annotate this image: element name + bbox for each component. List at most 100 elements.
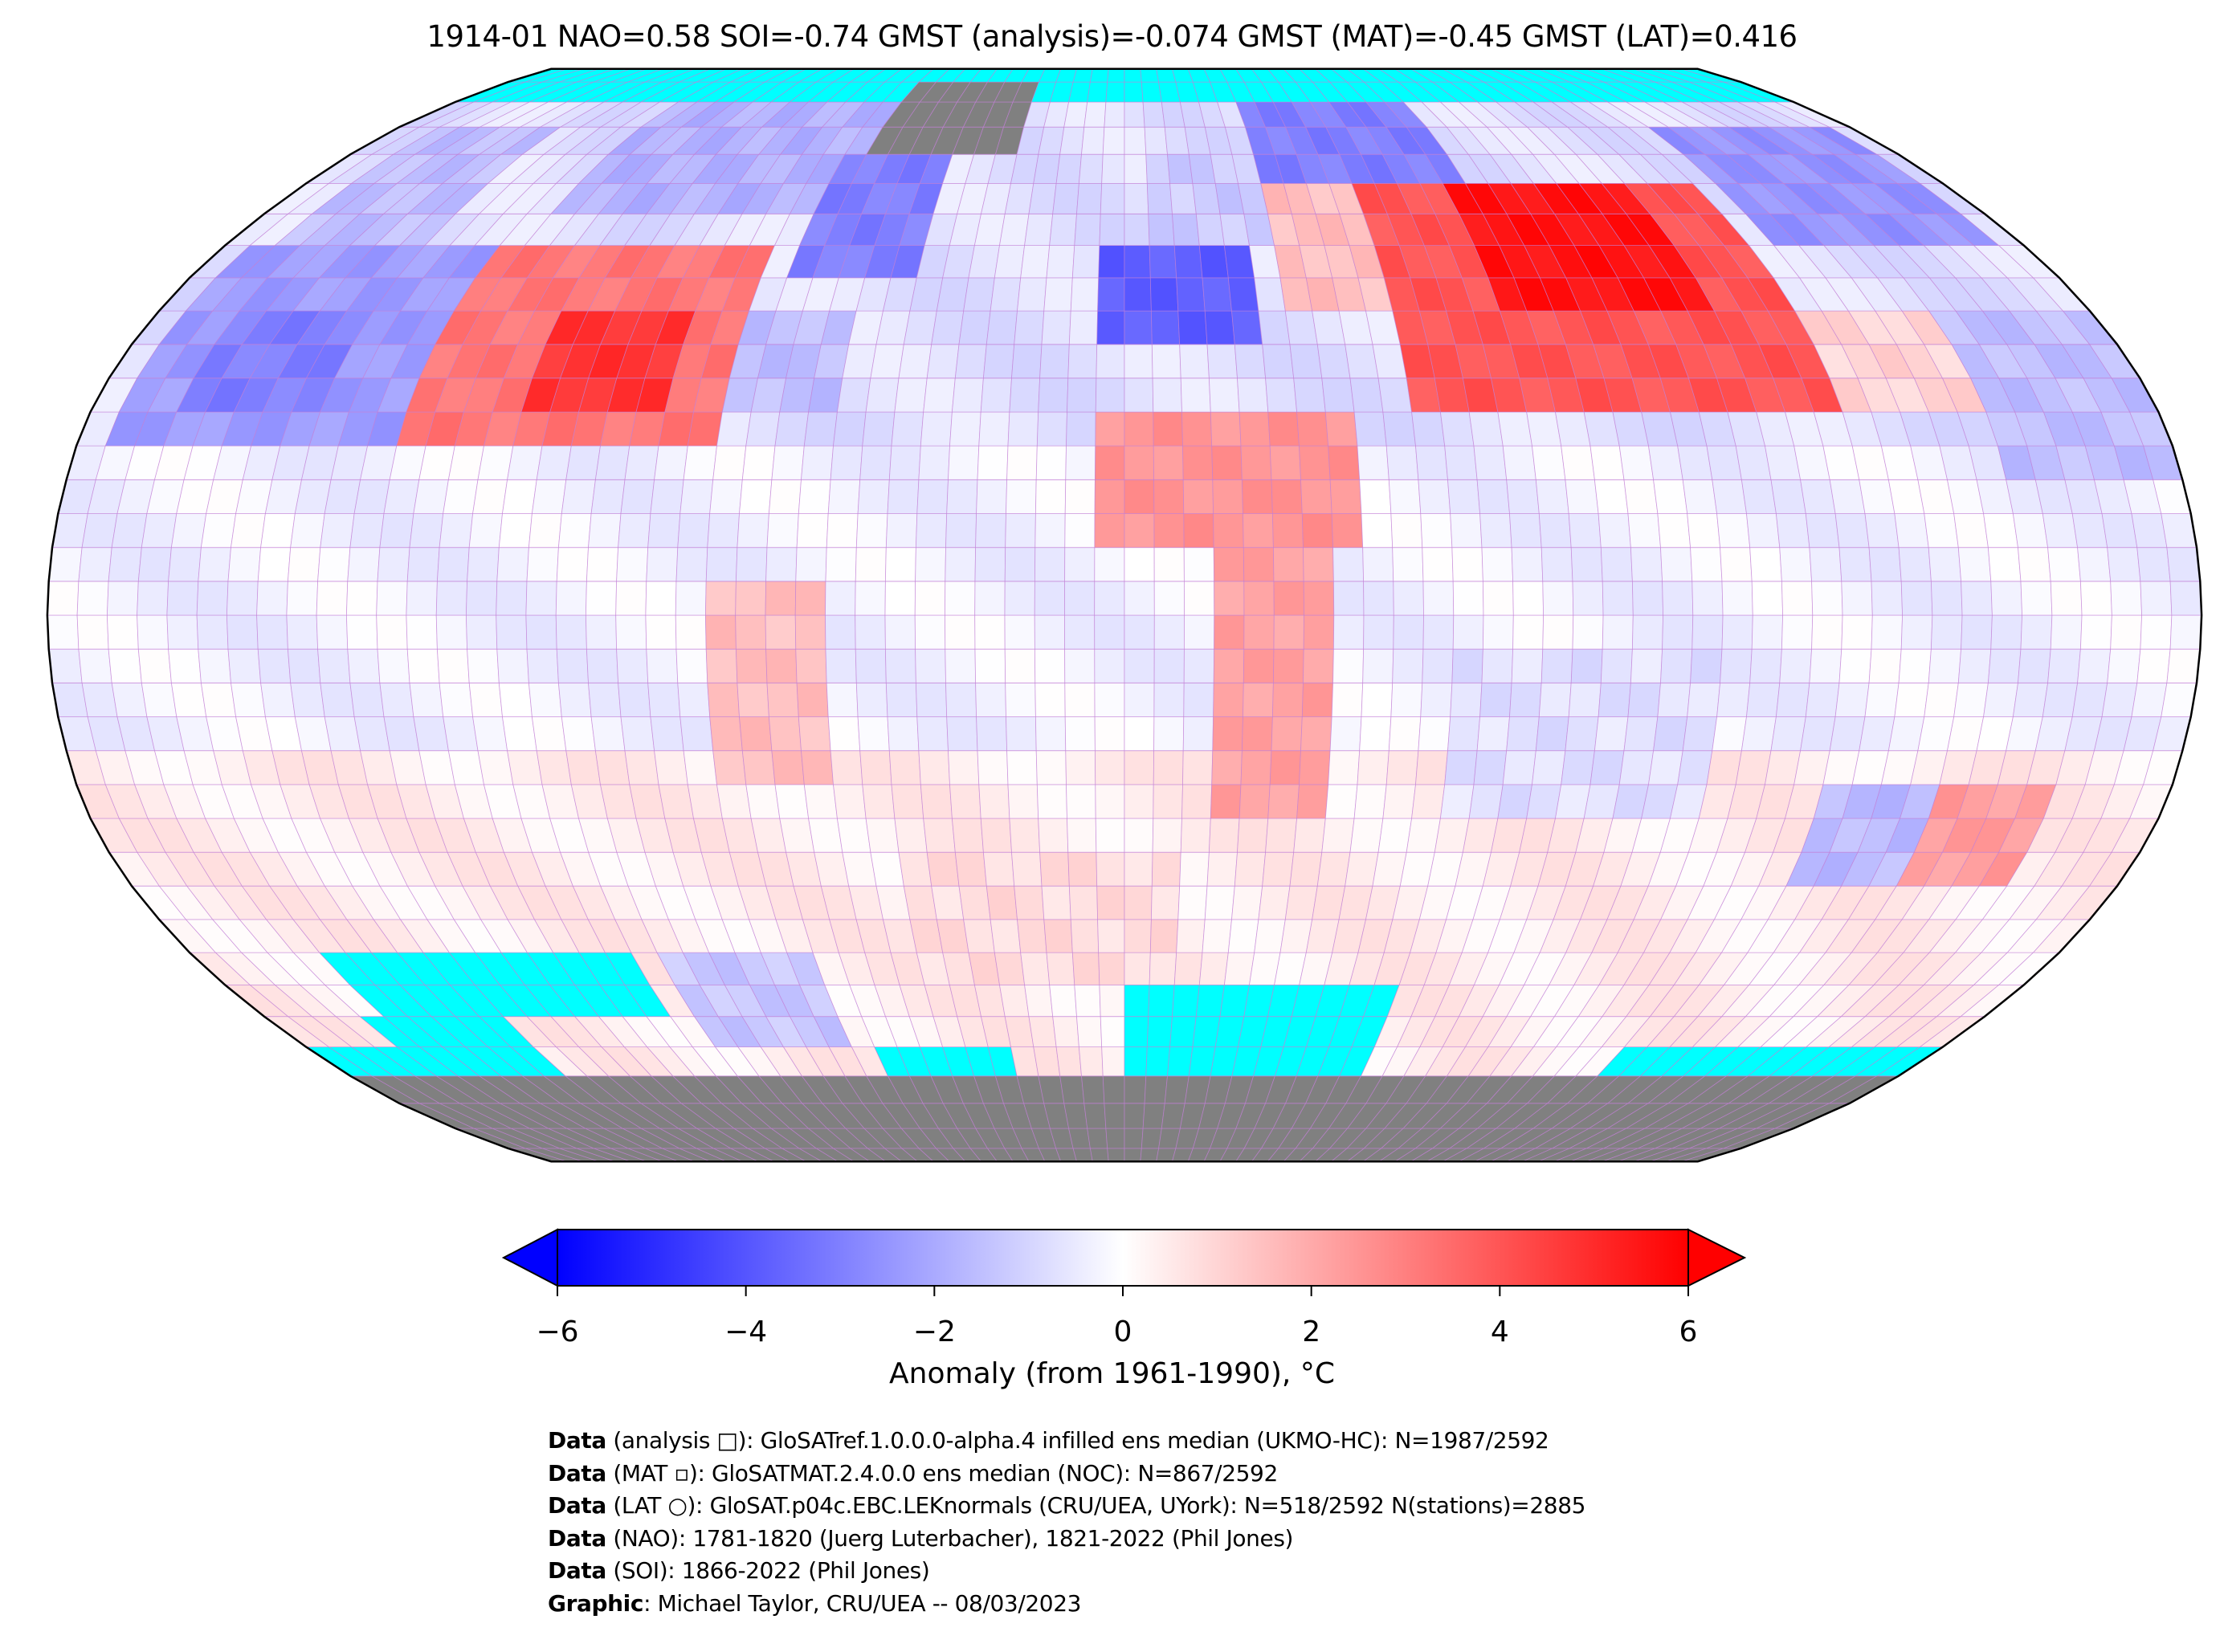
grid-cell xyxy=(1153,750,1184,785)
grid-cell xyxy=(1107,68,1125,83)
grid-cell xyxy=(1871,581,1904,616)
grid-cell xyxy=(1095,818,1125,853)
grid-cell xyxy=(914,581,946,616)
grid-cell xyxy=(316,581,349,616)
grid-cell xyxy=(2136,547,2171,582)
grid-cell xyxy=(1171,68,1194,83)
grid-cell xyxy=(1005,513,1036,549)
grid-cell xyxy=(985,310,1018,345)
grid-cell xyxy=(76,614,109,650)
grid-cell xyxy=(198,547,231,582)
grid-cell xyxy=(1219,68,1245,83)
grid-cell xyxy=(1202,277,1232,312)
grid-cell xyxy=(1868,648,1902,683)
grid-cell xyxy=(798,479,831,514)
grid-cell xyxy=(1631,581,1664,616)
grid-cell xyxy=(978,784,1010,819)
grid-cell xyxy=(1101,1046,1125,1077)
grid-cell xyxy=(1811,581,1843,616)
grid-cell xyxy=(1961,581,1993,616)
credit-label: Data xyxy=(548,1459,606,1487)
grid-cell xyxy=(1100,1016,1125,1047)
grid-cell xyxy=(952,68,982,83)
grid-cell xyxy=(1535,716,1569,752)
colorbar-tick-label: 4 xyxy=(1490,1315,1509,1348)
grid-cell xyxy=(885,513,918,549)
grid-cell xyxy=(1928,547,1962,582)
grid-cell xyxy=(1262,851,1295,887)
grid-cell xyxy=(1390,682,1423,717)
grid-cell xyxy=(1011,344,1043,379)
grid-cell xyxy=(76,581,109,616)
grid-cell xyxy=(1690,648,1723,683)
grid-cell xyxy=(951,377,984,413)
grid-cell xyxy=(954,851,987,887)
grid-cell xyxy=(707,682,740,717)
grid-cell xyxy=(524,68,584,83)
grid-cell xyxy=(1204,310,1235,345)
grid-cell xyxy=(915,547,946,582)
grid-cell xyxy=(1148,213,1175,247)
grid-cell xyxy=(1005,682,1036,717)
grid-cell xyxy=(1594,479,1629,514)
grid-cell xyxy=(865,377,900,413)
grid-cell xyxy=(536,445,572,480)
grid-cell xyxy=(1124,1016,1149,1047)
grid-cell xyxy=(974,648,1006,683)
grid-cell xyxy=(1570,648,1603,683)
grid-cell xyxy=(985,885,1018,920)
grid-cell xyxy=(1712,479,1747,514)
grid-cell xyxy=(1479,513,1512,549)
colorbar-extend-low xyxy=(501,1228,558,1287)
grid-cell xyxy=(801,445,834,480)
grid-cell xyxy=(1107,1148,1125,1162)
grid-cell xyxy=(1452,581,1484,616)
grid-cell xyxy=(920,784,953,819)
grid-cell xyxy=(855,648,887,683)
grid-cell xyxy=(1096,344,1125,379)
grid-cell xyxy=(137,581,169,616)
grid-cell xyxy=(2079,614,2112,650)
grid-cell xyxy=(1682,716,1718,752)
grid-cell xyxy=(1479,682,1512,717)
grid-cell xyxy=(1078,153,1104,184)
grid-cell xyxy=(1076,182,1103,214)
grid-cell xyxy=(679,479,714,514)
grid-cell xyxy=(1104,1103,1125,1129)
grid-cell xyxy=(855,581,886,616)
grid-cell xyxy=(594,750,630,785)
grid-cell xyxy=(1179,851,1210,887)
grid-cell xyxy=(226,614,259,650)
grid-cell xyxy=(1105,81,1125,103)
grid-cell xyxy=(1083,1103,1107,1129)
grid-cell xyxy=(1660,648,1693,683)
grid-cell xyxy=(1098,245,1125,279)
grid-cell xyxy=(885,682,918,717)
grid-cell xyxy=(1665,68,1724,83)
grid-cell xyxy=(1064,682,1096,717)
grid-cell xyxy=(1497,411,1532,447)
grid-cell xyxy=(1506,479,1540,514)
grid-cell xyxy=(2110,614,2143,650)
grid-cell xyxy=(1124,952,1151,985)
grid-cell xyxy=(1097,277,1125,312)
grid-cell xyxy=(1070,919,1100,953)
grid-cell xyxy=(1565,479,1599,514)
grid-cell xyxy=(1041,310,1071,345)
grid-cell xyxy=(1153,682,1185,717)
grid-cell xyxy=(920,411,953,447)
grid-cell xyxy=(1072,68,1093,83)
grid-cell xyxy=(891,784,924,819)
grid-cell xyxy=(1630,547,1663,582)
grid-cell xyxy=(774,411,810,447)
grid-cell xyxy=(951,818,984,853)
grid-cell xyxy=(1271,513,1304,549)
grid-cell xyxy=(1094,682,1125,717)
grid-cell xyxy=(576,68,631,83)
grid-cell xyxy=(978,411,1010,447)
grid-cell xyxy=(286,581,319,616)
grid-cell xyxy=(1928,648,1962,683)
grid-cell xyxy=(594,445,630,480)
grid-cell xyxy=(1124,310,1153,345)
grid-cell xyxy=(916,479,949,514)
